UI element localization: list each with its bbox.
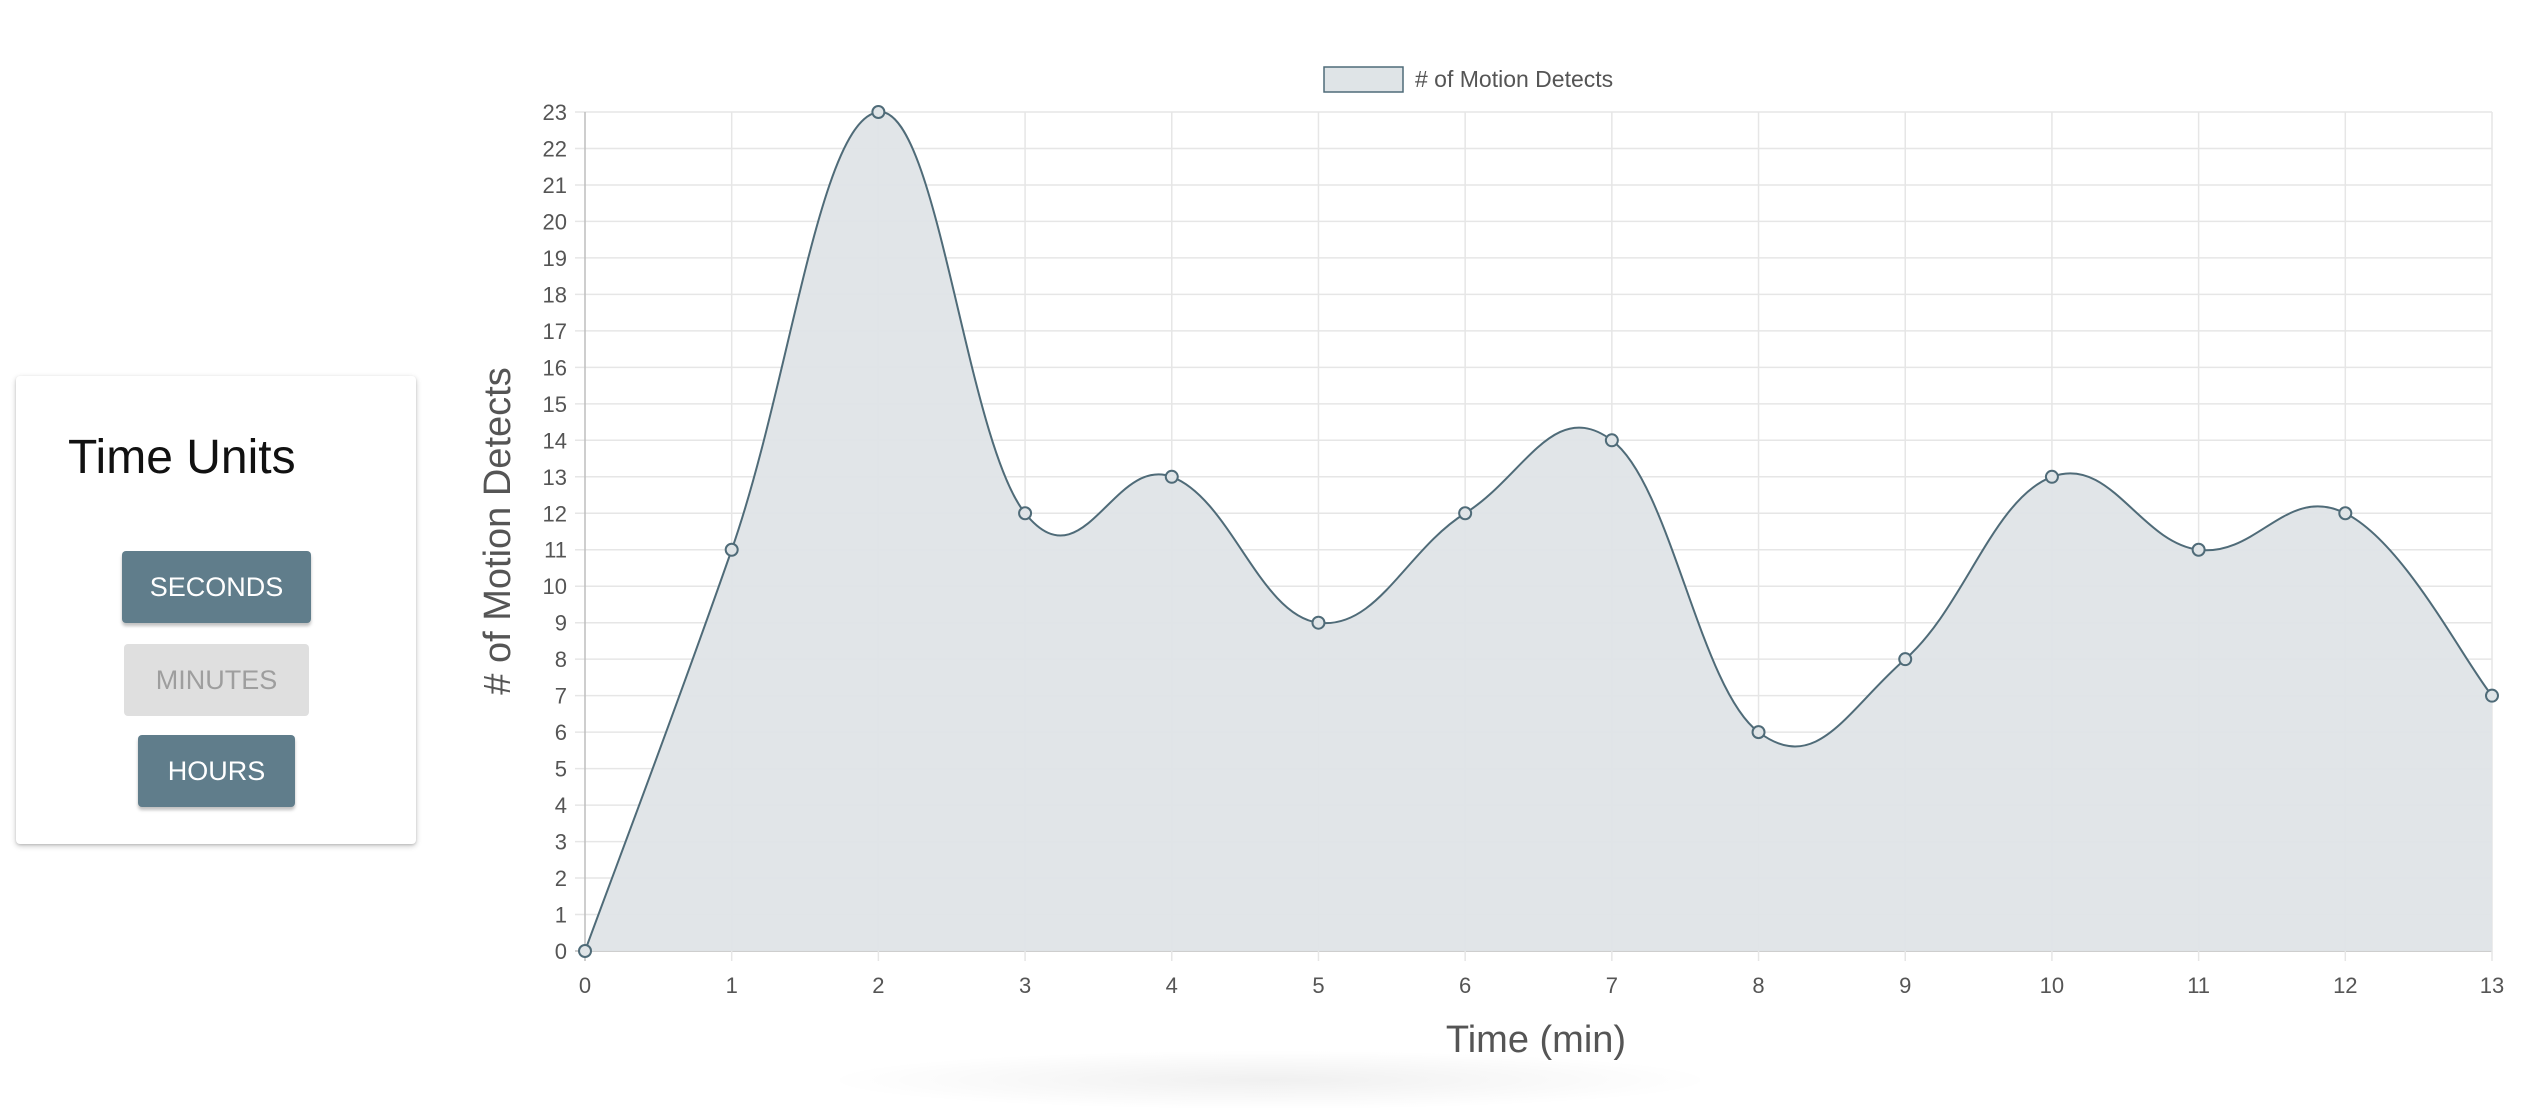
data-point[interactable] [1164, 469, 1179, 484]
y-tick-label: 21 [543, 173, 567, 198]
x-tick-label: 8 [1752, 973, 1764, 998]
y-tick-label: 12 [543, 501, 567, 526]
data-point[interactable] [2191, 542, 2206, 557]
data-point[interactable] [2338, 506, 2353, 521]
y-tick-label: 14 [543, 428, 567, 453]
data-point[interactable] [1018, 506, 1033, 521]
data-point[interactable] [871, 105, 886, 119]
y-tick-label: 5 [555, 757, 567, 782]
chart-points-layer [578, 105, 2499, 958]
y-tick-label: 7 [555, 684, 567, 709]
y-tick-label: 13 [543, 465, 567, 490]
y-tick-label: 3 [555, 830, 567, 855]
y-tick-label: 18 [543, 282, 567, 307]
time-units-title: Time Units [68, 431, 296, 484]
data-point[interactable] [2044, 469, 2059, 484]
x-tick-label: 13 [2480, 973, 2504, 998]
x-tick-label: 6 [1459, 973, 1471, 998]
y-tick-label: 2 [555, 866, 567, 891]
y-tick-label: 8 [555, 647, 567, 672]
x-tick-label: 5 [1312, 973, 1324, 998]
y-tick-label: 15 [543, 392, 567, 417]
data-point[interactable] [1311, 615, 1326, 630]
legend-label[interactable]: # of Motion Detects [1415, 66, 1613, 92]
y-tick-label: 20 [543, 209, 567, 234]
y-tick-label: 17 [543, 319, 567, 344]
data-point[interactable] [578, 944, 592, 958]
data-point[interactable] [2485, 688, 2499, 703]
x-tick-label: 1 [726, 973, 738, 998]
y-tick-label: 22 [543, 136, 567, 161]
x-tick-label: 7 [1606, 973, 1618, 998]
data-point[interactable] [1751, 725, 1766, 740]
y-tick-label: 10 [543, 574, 567, 599]
time-units-panel: Time Units SECONDS MINUTES HOURS [16, 376, 416, 844]
data-point[interactable] [724, 542, 739, 557]
series-area-fill [585, 111, 2492, 952]
x-tick-label: 4 [1166, 973, 1178, 998]
chart-area-layer [584, 110, 2493, 952]
y-tick-label: 0 [555, 939, 567, 964]
x-tick-label: 12 [2333, 973, 2357, 998]
x-tick-label: 2 [872, 973, 884, 998]
y-tick-label: 11 [544, 538, 567, 563]
y-axis-title: # of Motion Detects [477, 367, 519, 694]
y-tick-label: 23 [543, 100, 567, 125]
hours-button[interactable]: HOURS [138, 735, 295, 807]
x-tick-label: 11 [2187, 973, 2210, 998]
x-axis-title: Time (min) [1446, 1019, 1626, 1061]
seconds-button[interactable]: SECONDS [122, 551, 311, 623]
data-point[interactable] [1898, 652, 1913, 667]
y-tick-label: 4 [555, 793, 567, 818]
minutes-button[interactable]: MINUTES [124, 644, 309, 716]
y-tick-label: 6 [555, 720, 567, 745]
x-tick-label: 9 [1899, 973, 1911, 998]
chart-legend[interactable]: # of Motion Detects [1323, 66, 1613, 93]
y-tick-label: 19 [543, 246, 567, 271]
x-tick-label: 0 [579, 973, 591, 998]
data-point[interactable] [1604, 433, 1619, 448]
page-bottom-shadow [820, 1050, 1720, 1110]
x-tick-label: 10 [2040, 973, 2064, 998]
data-point[interactable] [1458, 506, 1473, 521]
y-tick-label: 16 [543, 355, 567, 380]
y-tick-label: 9 [555, 611, 567, 636]
legend-swatch[interactable] [1323, 66, 1404, 93]
x-tick-label: 3 [1019, 973, 1031, 998]
y-tick-label: 1 [555, 903, 567, 928]
